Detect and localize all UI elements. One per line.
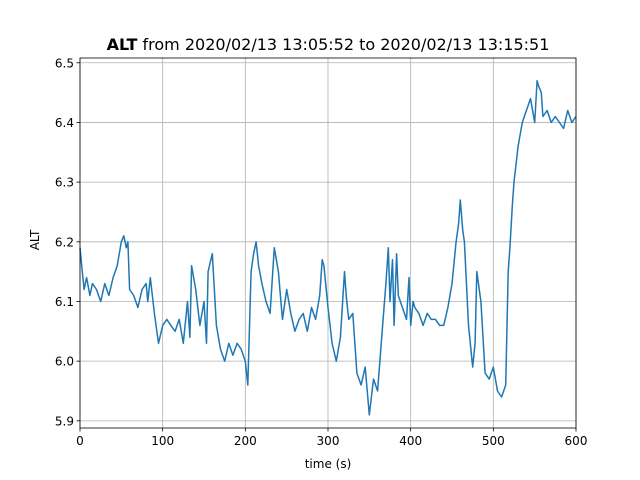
- y-tick-label: 6.0: [55, 355, 74, 369]
- chart-title-bold: ALT: [107, 35, 138, 54]
- x-tick-label: 300: [317, 434, 340, 448]
- y-axis-label: ALT: [28, 229, 42, 250]
- y-tick-label: 6.1: [55, 295, 74, 309]
- x-tick-label: 100: [151, 434, 174, 448]
- x-axis-ticks: 0 100 200 300 400 500 600: [76, 428, 587, 448]
- y-tick-label: 6.2: [55, 235, 74, 249]
- x-tick-label: 200: [234, 434, 257, 448]
- chart-title-text: from 2020/02/13 13:05:52 to 2020/02/13 1…: [137, 35, 549, 54]
- grid-lines: [79, 58, 577, 428]
- x-axis-label: time (s): [305, 457, 352, 471]
- y-axis-ticks: 5.9 6.0 6.1 6.2 6.3 6.4 6.5: [55, 56, 80, 428]
- y-tick-label: 5.9: [55, 414, 74, 428]
- x-tick-label: 0: [76, 434, 84, 448]
- y-tick-label: 6.5: [55, 56, 74, 70]
- x-tick-label: 600: [565, 434, 588, 448]
- alt-series-line: [79, 79, 577, 416]
- y-tick-label: 6.3: [55, 176, 74, 190]
- x-tick-label: 500: [482, 434, 505, 448]
- x-tick-label: 400: [399, 434, 422, 448]
- y-tick-label: 6.4: [55, 116, 74, 130]
- chart-title: ALT from 2020/02/13 13:05:52 to 2020/02/…: [107, 35, 550, 54]
- series-layer: [79, 79, 577, 416]
